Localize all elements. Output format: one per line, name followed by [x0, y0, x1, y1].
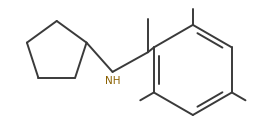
Text: NH: NH [105, 76, 120, 86]
